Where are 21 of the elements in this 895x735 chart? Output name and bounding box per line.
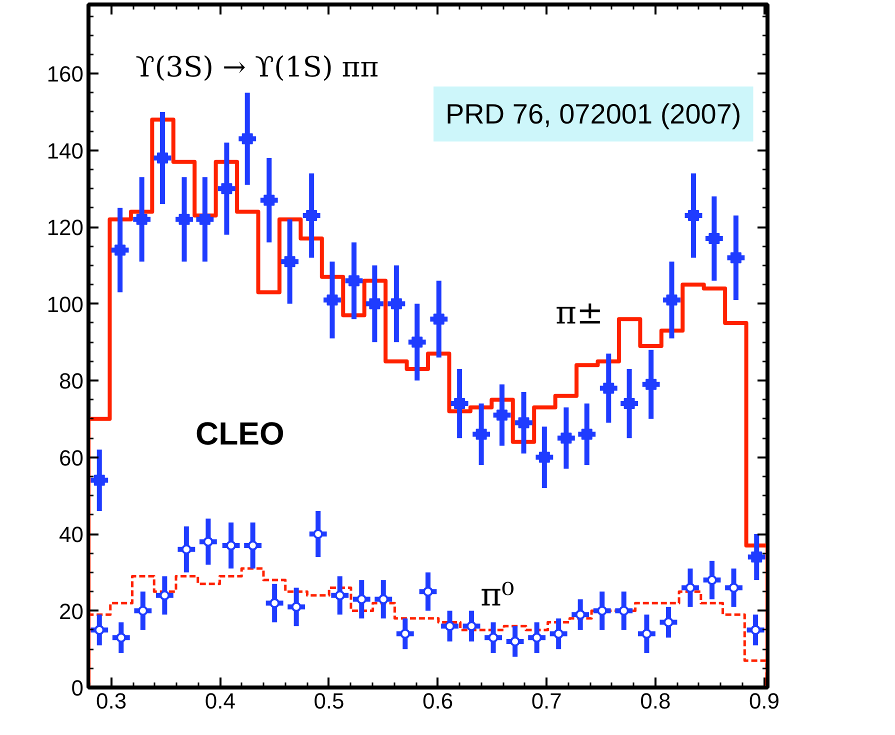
y-tick-label: 60 — [59, 445, 84, 470]
series-label: π⁰ — [480, 576, 514, 614]
y-tick-label: 160 — [46, 62, 84, 87]
y-tick-label: 20 — [59, 598, 84, 624]
y-tick-label: 0 — [71, 676, 84, 700]
annotation: CLEO — [196, 416, 284, 452]
x-tick-label: 0.3 — [96, 688, 127, 714]
x-tick-label: 0.8 — [640, 688, 671, 714]
x-tick-label: 0.7 — [531, 688, 562, 714]
y-tick-label: 140 — [46, 138, 84, 164]
annotation: PRD 76, 072001 (2007) — [446, 98, 742, 130]
series-label: π± — [556, 294, 604, 332]
y-tick-label: 100 — [46, 292, 84, 317]
y-tick-label: 120 — [46, 215, 84, 240]
x-tick-label: 0.4 — [204, 688, 236, 714]
x-tick-label: 0.6 — [422, 688, 454, 714]
y-tick-label: 40 — [59, 522, 84, 548]
text: ϒ(3S) → ϒ(1S) ππ — [136, 50, 379, 84]
x-tick-label: 0.5 — [314, 688, 344, 714]
y-tick-label: 80 — [59, 368, 84, 394]
x-tick-label: 0.9 — [748, 688, 780, 714]
